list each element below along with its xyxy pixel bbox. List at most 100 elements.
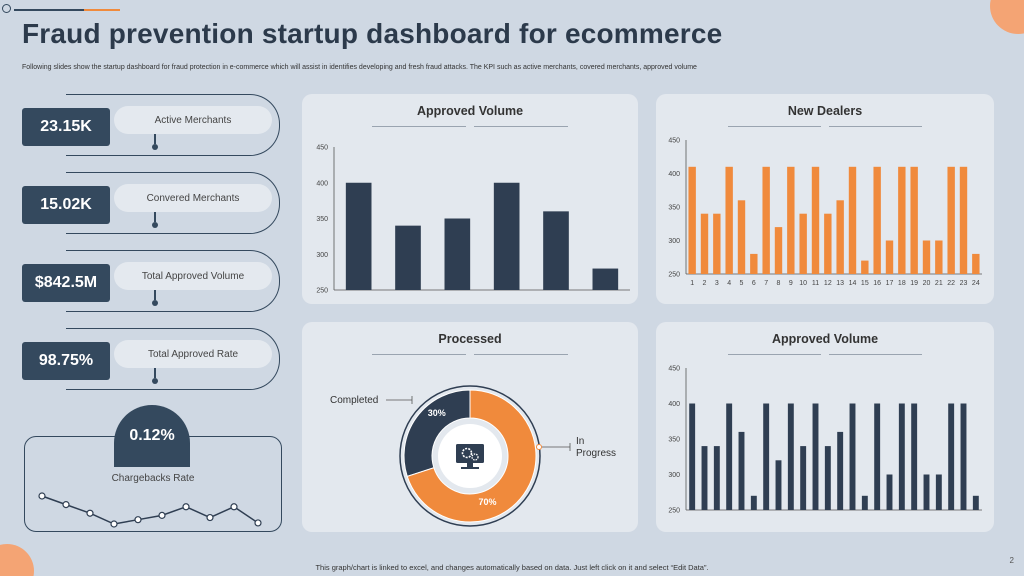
x-tick-label: 14 bbox=[849, 280, 857, 287]
bar bbox=[737, 200, 746, 274]
y-tick-label: 300 bbox=[668, 238, 680, 245]
trend-point bbox=[206, 513, 214, 522]
chargebacks-value: 0.12% bbox=[114, 405, 190, 467]
bar bbox=[812, 403, 819, 510]
bar bbox=[787, 166, 795, 274]
y-tick-label: 450 bbox=[668, 366, 680, 373]
x-tick-label: 15 bbox=[861, 280, 869, 287]
y-tick-label: 300 bbox=[668, 472, 680, 479]
bar bbox=[689, 403, 696, 510]
bar bbox=[885, 240, 894, 274]
kpi-label: Total Approved Volume bbox=[114, 262, 272, 290]
kpi-label: Total Approved Rate bbox=[114, 340, 272, 368]
bar bbox=[861, 495, 868, 510]
kpi-total-approved-volume[interactable]: $842.5M Total Approved Volume bbox=[22, 250, 284, 316]
panel-title: Approved Volume bbox=[416, 104, 524, 118]
x-tick-label: 2 bbox=[703, 280, 707, 287]
y-tick-label: 450 bbox=[668, 138, 680, 145]
bar bbox=[824, 213, 832, 274]
trend-point bbox=[86, 509, 94, 517]
bar bbox=[947, 166, 955, 274]
bar bbox=[824, 446, 831, 510]
bar bbox=[395, 225, 421, 290]
x-tick-label: 10 bbox=[799, 280, 807, 287]
bar bbox=[799, 213, 807, 274]
bar bbox=[701, 446, 708, 510]
footer-note: This graph/chart is linked to excel, and… bbox=[315, 563, 709, 572]
donut-outer-ring bbox=[399, 385, 541, 527]
panel-new-dealers[interactable]: New Dealers 250 300 350 400 450 1 2 3 4 5 6 7 8 9 10 11… bbox=[656, 94, 994, 304]
x-tick-label: 22 bbox=[947, 280, 955, 287]
bar bbox=[886, 474, 893, 510]
bar bbox=[959, 166, 968, 274]
y-tick-label: 250 bbox=[668, 272, 680, 279]
y-tick-label: 350 bbox=[316, 216, 328, 223]
bar bbox=[960, 403, 967, 510]
bar bbox=[345, 182, 372, 290]
bar bbox=[849, 403, 856, 510]
decor-topline bbox=[0, 4, 120, 13]
trend-point bbox=[134, 516, 142, 524]
trend-point bbox=[62, 501, 70, 509]
panel-approved-volume-bottom[interactable]: Approved Volume 250 300 350 400 450 bbox=[656, 322, 994, 532]
approved-volume-bottom-chart: 250 300 350 400 450 bbox=[668, 366, 982, 515]
kpi-active-merchants[interactable]: 23.15K Active Merchants bbox=[22, 94, 284, 160]
y-tick-label: 400 bbox=[316, 180, 328, 187]
bar bbox=[713, 213, 721, 274]
x-tick-label: 6 bbox=[752, 280, 756, 287]
x-tick-label: 20 bbox=[923, 280, 931, 287]
kpi-total-approved-rate[interactable]: 98.75% Total Approved Rate bbox=[22, 328, 284, 394]
bar bbox=[750, 495, 757, 510]
kpi-value: 15.02K bbox=[22, 186, 110, 224]
panel-approved-volume-top[interactable]: Approved Volume 250 300 350 400 450 bbox=[302, 94, 638, 304]
bar bbox=[837, 431, 844, 510]
panel-title: Processed bbox=[438, 332, 502, 346]
bar bbox=[911, 403, 918, 510]
x-tick-label: 23 bbox=[960, 280, 968, 287]
bar bbox=[763, 403, 770, 510]
donut-slice bbox=[403, 389, 471, 478]
bar bbox=[738, 431, 745, 510]
bar bbox=[861, 260, 869, 274]
bar bbox=[910, 166, 918, 274]
bar bbox=[762, 166, 770, 274]
trend-point bbox=[182, 503, 190, 511]
kpi-covered-merchants[interactable]: 15.02K Convered Merchants bbox=[22, 172, 284, 238]
page-subtitle: Following slides show the startup dashbo… bbox=[22, 64, 697, 71]
bar bbox=[774, 227, 783, 274]
bar bbox=[836, 200, 844, 274]
trend-point bbox=[254, 519, 262, 527]
bar bbox=[493, 182, 520, 290]
bar bbox=[800, 446, 807, 510]
bar bbox=[713, 446, 720, 510]
chargebacks-trend-line bbox=[38, 492, 262, 528]
bar bbox=[923, 474, 930, 510]
bar bbox=[848, 166, 857, 274]
bar bbox=[725, 166, 733, 274]
bar bbox=[898, 166, 906, 274]
page-title: Fraud prevention startup dashboard for e… bbox=[22, 18, 723, 49]
slice-percent-label: 30% bbox=[428, 408, 446, 418]
bar bbox=[922, 240, 931, 274]
y-tick-label: 450 bbox=[316, 145, 328, 152]
chargebacks-label: Chargebacks Rate bbox=[111, 473, 195, 484]
x-tick-label: 18 bbox=[898, 280, 906, 287]
processed-donut-chart: 30% 70% Completed In Progress bbox=[330, 385, 616, 527]
kpi-value: 98.75% bbox=[22, 342, 110, 380]
bar bbox=[750, 253, 758, 274]
decor-circle-top-right bbox=[990, 0, 1024, 34]
bar bbox=[873, 166, 881, 274]
panel-processed[interactable]: Processed 30% 70% Completed In Progress bbox=[302, 322, 638, 532]
trend-point bbox=[230, 503, 238, 511]
donut-slice bbox=[406, 389, 537, 523]
bar bbox=[935, 240, 943, 274]
bar bbox=[444, 218, 471, 290]
x-tick-label: 5 bbox=[740, 280, 744, 287]
x-tick-label: 17 bbox=[886, 280, 894, 287]
legend-in-progress: In Progress bbox=[576, 436, 616, 459]
x-tick-label: 7 bbox=[764, 280, 768, 287]
trend-point bbox=[110, 520, 118, 528]
x-tick-label: 13 bbox=[836, 280, 844, 287]
bar bbox=[948, 403, 955, 510]
